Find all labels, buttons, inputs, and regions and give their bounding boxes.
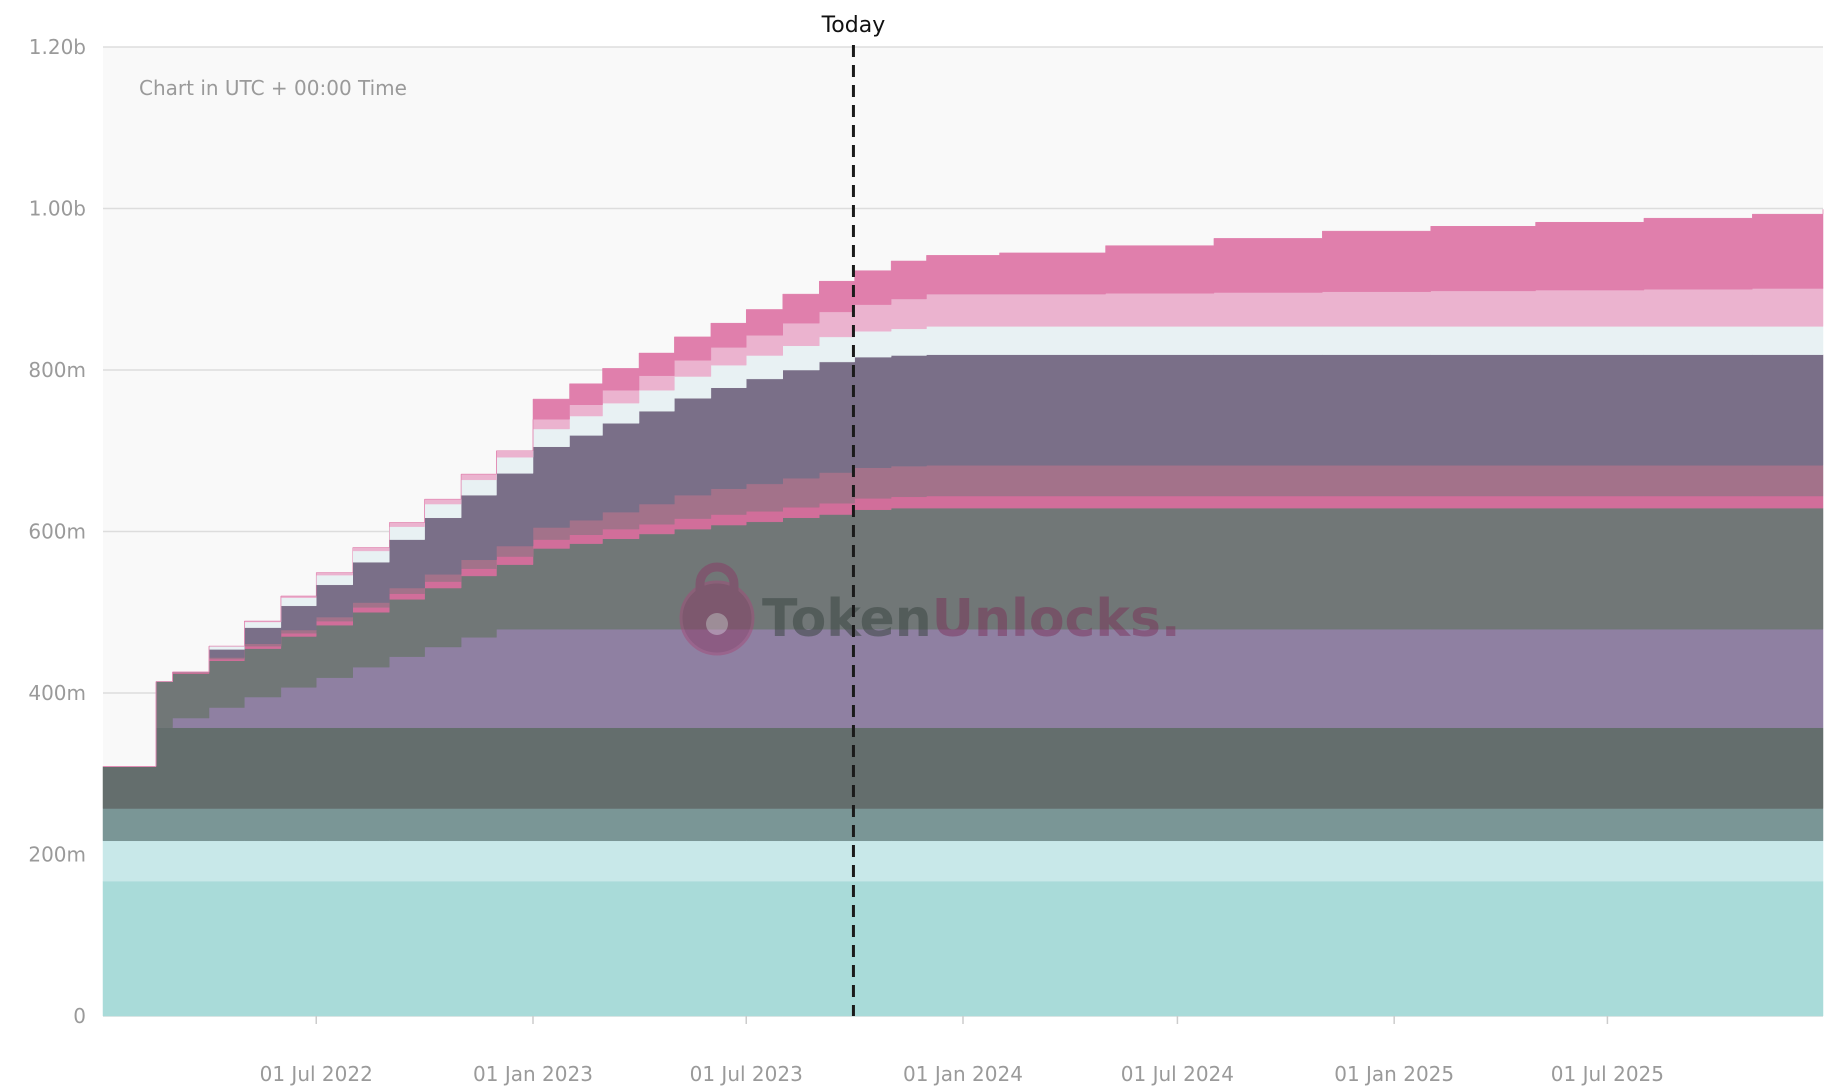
y-tick-label: 600m <box>28 520 86 544</box>
area-series-4 <box>102 727 1824 809</box>
x-tick-label: 01 Jul 2022 <box>260 1062 373 1086</box>
y-tick-label: 1.20b <box>29 35 86 59</box>
y-tick-label: 1.00b <box>29 197 86 221</box>
y-tick-label: 200m <box>28 843 86 867</box>
x-tick-label: 01 Jul 2024 <box>1121 1062 1234 1086</box>
area-series-1 <box>102 880 1824 1017</box>
x-tick-label: 01 Jul 2023 <box>690 1062 803 1086</box>
watermark: TokenUnlocks. <box>679 562 1181 656</box>
y-axis: 0 200m 400m 600m 800m 1.00b 1.20b <box>28 35 86 1028</box>
y-tick-label: 400m <box>28 681 86 705</box>
x-tick-label: 01 Jan 2025 <box>1334 1062 1454 1086</box>
svg-text:TokenUnlocks.: TokenUnlocks. <box>762 589 1181 649</box>
x-tick-label: 01 Jul 2025 <box>1551 1062 1664 1086</box>
area-series-3 <box>102 808 1824 842</box>
watermark-text-token: Token <box>762 589 932 649</box>
y-tick-label: 800m <box>28 358 86 382</box>
x-axis: 01 Jul 2022 01 Jan 2023 01 Jul 2023 01 Jan … <box>260 1016 1664 1086</box>
area-series-12 <box>103 209 1824 767</box>
stacked-areas <box>102 209 1824 1017</box>
watermark-text-dot: . <box>1161 589 1181 649</box>
x-tick-label: 01 Jan 2023 <box>473 1062 593 1086</box>
timezone-note: Chart in UTC + 00:00 Time <box>139 76 407 100</box>
watermark-text-unlocks: Unlocks <box>932 589 1161 649</box>
y-tick-label: 0 <box>73 1004 86 1028</box>
x-tick-label: 01 Jan 2024 <box>903 1062 1023 1086</box>
today-label: Today <box>821 13 886 38</box>
watermark-lock-icon <box>679 562 755 656</box>
area-series-2 <box>102 840 1824 882</box>
